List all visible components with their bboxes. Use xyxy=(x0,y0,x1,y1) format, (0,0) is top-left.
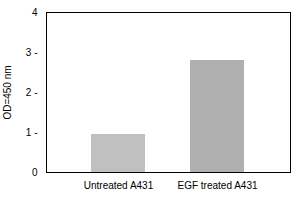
svg-text:0: 0 xyxy=(32,167,38,178)
svg-text:OD=450 nm: OD=450 nm xyxy=(2,65,13,119)
svg-text:3 -: 3 - xyxy=(26,47,38,58)
svg-text:2 -: 2 - xyxy=(26,87,38,98)
svg-text:Untreated A431: Untreated A431 xyxy=(84,180,154,191)
svg-text:4: 4 xyxy=(32,7,38,18)
svg-text:EGF treated A431: EGF treated A431 xyxy=(177,180,257,191)
svg-text:1 -: 1 - xyxy=(26,127,38,138)
